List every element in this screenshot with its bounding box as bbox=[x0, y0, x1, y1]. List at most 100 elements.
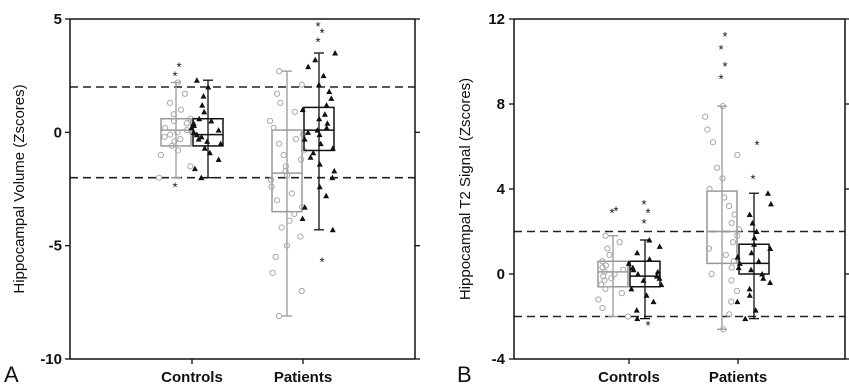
data-point bbox=[650, 298, 657, 305]
box-iqr bbox=[597, 260, 629, 288]
data-point bbox=[704, 126, 711, 133]
data-point bbox=[722, 251, 729, 258]
data-point bbox=[170, 111, 177, 118]
data-point bbox=[171, 138, 178, 145]
data-point bbox=[269, 269, 276, 276]
data-point bbox=[320, 72, 327, 79]
data-point bbox=[628, 285, 635, 292]
data-point bbox=[161, 133, 168, 140]
data-point bbox=[746, 211, 753, 217]
data-point bbox=[316, 161, 323, 167]
data-point bbox=[283, 242, 291, 249]
data-point bbox=[299, 106, 306, 113]
data-point bbox=[602, 285, 609, 292]
data-point bbox=[181, 90, 188, 97]
data-point bbox=[728, 219, 735, 227]
box-patients-triangle: ** bbox=[734, 137, 774, 322]
data-point bbox=[297, 233, 304, 240]
data-point bbox=[702, 113, 709, 120]
data-point bbox=[653, 273, 660, 279]
data-point bbox=[274, 90, 281, 97]
data-point bbox=[598, 281, 605, 288]
data-point bbox=[595, 296, 602, 303]
data-point bbox=[746, 285, 753, 292]
y-axis-label: Hippocampal Volume (Zscores) bbox=[11, 84, 28, 293]
data-point bbox=[317, 140, 324, 147]
data-point bbox=[217, 140, 224, 147]
data-point bbox=[706, 185, 713, 193]
box-controls-circle: *** bbox=[155, 60, 196, 195]
box-iqr bbox=[303, 106, 335, 152]
data-point bbox=[324, 120, 331, 126]
outlier: * bbox=[172, 180, 177, 195]
data-point bbox=[174, 129, 181, 136]
data-point bbox=[174, 147, 182, 154]
data-point bbox=[760, 275, 767, 281]
data-point bbox=[323, 124, 330, 131]
data-point bbox=[272, 253, 279, 261]
data-point bbox=[267, 176, 275, 184]
data-point bbox=[193, 131, 200, 138]
data-point bbox=[273, 197, 281, 204]
data-point bbox=[329, 174, 336, 181]
y-tick-label: 4 bbox=[497, 181, 506, 198]
data-point bbox=[608, 275, 615, 282]
outlier: * bbox=[754, 137, 759, 152]
data-point bbox=[634, 249, 641, 256]
data-point bbox=[601, 277, 608, 284]
data-point bbox=[200, 93, 207, 99]
data-point bbox=[310, 149, 317, 156]
outlier: * bbox=[718, 42, 723, 57]
data-point bbox=[292, 136, 300, 143]
data-point bbox=[316, 183, 323, 190]
outlier: * bbox=[315, 19, 320, 34]
data-point bbox=[736, 260, 743, 266]
data-point bbox=[734, 151, 741, 159]
data-point bbox=[643, 292, 650, 298]
data-point bbox=[640, 277, 647, 283]
x-tick-label: Controls bbox=[161, 369, 223, 386]
data-point bbox=[323, 102, 330, 108]
data-point bbox=[170, 117, 178, 125]
data-point bbox=[767, 279, 774, 285]
data-point bbox=[735, 264, 742, 271]
data-point bbox=[708, 270, 715, 278]
data-point bbox=[751, 241, 758, 247]
data-point bbox=[282, 167, 289, 174]
data-point bbox=[720, 326, 727, 333]
data-point bbox=[709, 139, 717, 146]
data-point bbox=[755, 258, 762, 264]
data-point bbox=[190, 129, 197, 135]
data-point bbox=[270, 124, 277, 131]
y-tick-label: 0 bbox=[497, 266, 505, 283]
data-point bbox=[604, 245, 611, 252]
data-point bbox=[751, 234, 758, 241]
data-point bbox=[328, 95, 335, 101]
data-point bbox=[329, 145, 336, 151]
data-point bbox=[752, 307, 759, 313]
data-point bbox=[721, 194, 728, 201]
data-point bbox=[286, 217, 293, 224]
outlier: * bbox=[722, 59, 727, 74]
outlier: * bbox=[718, 72, 723, 87]
data-point bbox=[215, 156, 222, 163]
data-point bbox=[748, 266, 755, 273]
y-tick-label: 8 bbox=[497, 96, 505, 113]
y-axis-label: Hippocampal T2 Signal (Zscores) bbox=[457, 78, 474, 300]
panel-letter: B bbox=[457, 362, 472, 387]
outlier: * bbox=[609, 205, 614, 220]
box-controls-circle: ** bbox=[595, 203, 632, 320]
data-point bbox=[656, 243, 663, 249]
data-point bbox=[193, 77, 200, 83]
data-point bbox=[728, 264, 735, 271]
data-point bbox=[205, 84, 212, 90]
data-point bbox=[323, 192, 330, 199]
data-point bbox=[298, 287, 305, 295]
data-point bbox=[315, 81, 322, 88]
outlier: * bbox=[319, 255, 324, 270]
data-point bbox=[314, 127, 321, 133]
data-point bbox=[196, 115, 203, 122]
box-patients-triangle: **** bbox=[299, 19, 339, 270]
data-point bbox=[177, 136, 184, 143]
